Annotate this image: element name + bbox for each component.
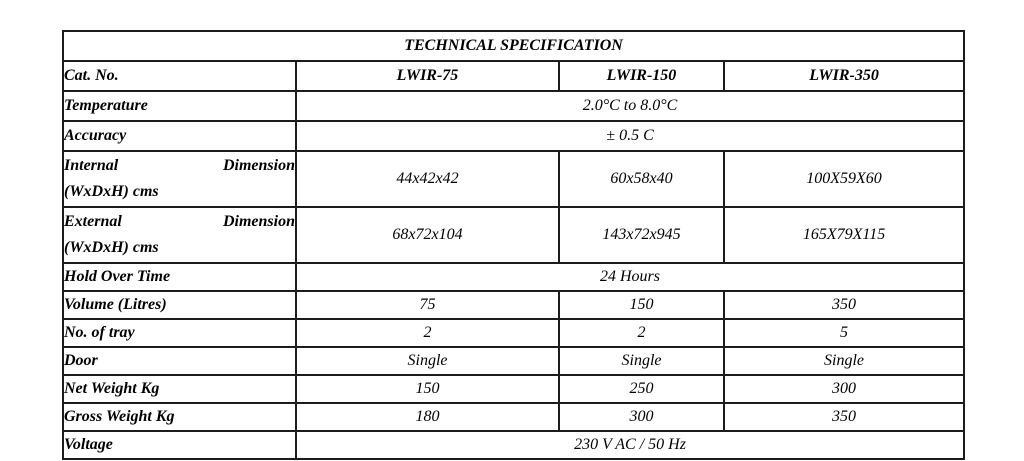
cell-hold-over-time-value: 24 Hours — [294, 262, 966, 292]
row-label-accuracy: Accuracy — [62, 120, 297, 152]
cell-volume-lwir-75: 75 — [295, 290, 560, 320]
cell-trays-lwir-75: 2 — [295, 318, 560, 348]
cell-external-dimension-lwir-75: 68x72x104 — [295, 206, 560, 264]
external-dimension-label-line2: (WxDxH) cms — [64, 239, 159, 256]
cell-internal-dimension-lwir-150: 60x58x40 — [558, 150, 725, 208]
table-row-accuracy: Accuracy ± 0.5 C — [62, 120, 966, 152]
cell-net-weight-lwir-75: 150 — [295, 374, 560, 404]
header-label-cat-no: Cat. No. — [62, 60, 297, 92]
cell-net-weight-lwir-350: 300 — [722, 374, 966, 404]
cell-accuracy-value: ± 0.5 C — [294, 120, 966, 152]
cell-internal-dimension-lwir-75: 44x42x42 — [295, 150, 560, 208]
table-row-internal-dimension: Internal Dimension (WxDxH) cms 44x42x42 … — [62, 150, 966, 208]
cell-volume-lwir-150: 150 — [558, 290, 725, 320]
table-title: TECHNICAL SPECIFICATION — [61, 30, 966, 62]
table-row-trays: No. of tray 2 2 5 — [62, 318, 966, 348]
row-label-external-dimension: External Dimension (WxDxH) cms — [62, 206, 297, 264]
cell-voltage-value: 230 V AC / 50 Hz — [294, 430, 966, 460]
table-title-row: TECHNICAL SPECIFICATION — [61, 30, 966, 62]
table-header-row: Cat. No. LWIR-75 LWIR-150 LWIR-350 — [62, 60, 966, 92]
table-row-door: Door Single Single Single — [62, 346, 966, 376]
technical-specification-table: TECHNICAL SPECIFICATION Cat. No. LWIR-75… — [61, 30, 966, 460]
table-row-external-dimension: External Dimension (WxDxH) cms 68x72x104… — [62, 206, 966, 264]
row-label-gross-weight: Gross Weight Kg — [62, 402, 297, 432]
table-row-voltage: Voltage 230 V AC / 50 Hz — [62, 430, 966, 460]
row-label-trays: No. of tray — [62, 318, 297, 348]
cell-gross-weight-lwir-150: 300 — [558, 402, 725, 432]
cell-external-dimension-lwir-150: 143x72x945 — [558, 206, 725, 264]
cell-gross-weight-lwir-350: 350 — [722, 402, 966, 432]
table-row-hold-over-time: Hold Over Time 24 Hours — [62, 262, 966, 292]
external-dimension-word1: External — [64, 213, 122, 230]
external-dimension-word2: Dimension — [222, 213, 295, 230]
table-row-volume: Volume (Litres) 75 150 350 — [62, 290, 966, 320]
cell-trays-lwir-350: 5 — [722, 318, 966, 348]
cell-external-dimension-lwir-350: 165X79X115 — [722, 206, 966, 264]
row-label-door: Door — [62, 346, 297, 376]
header-model-lwir-75: LWIR-75 — [295, 60, 560, 92]
cell-door-lwir-350: Single — [722, 346, 966, 376]
row-label-internal-dimension: Internal Dimension (WxDxH) cms — [62, 150, 297, 208]
row-label-hold-over-time: Hold Over Time — [62, 262, 297, 292]
row-label-voltage: Voltage — [62, 430, 297, 460]
cell-door-lwir-150: Single — [558, 346, 725, 376]
cell-gross-weight-lwir-75: 180 — [295, 402, 560, 432]
row-label-temperature: Temperature — [62, 90, 297, 122]
row-label-net-weight: Net Weight Kg — [62, 374, 297, 404]
cell-net-weight-lwir-150: 250 — [558, 374, 725, 404]
cell-volume-lwir-350: 350 — [722, 290, 966, 320]
row-label-volume: Volume (Litres) — [62, 290, 297, 320]
table-row-net-weight: Net Weight Kg 150 250 300 — [62, 374, 966, 404]
internal-dimension-word1: Internal — [64, 157, 119, 174]
cell-trays-lwir-150: 2 — [558, 318, 725, 348]
table-row-gross-weight: Gross Weight Kg 180 300 350 — [62, 402, 966, 432]
internal-dimension-label-line2: (WxDxH) cms — [64, 183, 159, 200]
cell-temperature-value: 2.0°C to 8.0°C — [294, 90, 966, 122]
cell-internal-dimension-lwir-350: 100X59X60 — [722, 150, 966, 208]
header-model-lwir-150: LWIR-150 — [558, 60, 725, 92]
external-dimension-label-line1: External Dimension — [64, 209, 295, 235]
table-row-temperature: Temperature 2.0°C to 8.0°C — [62, 90, 966, 122]
internal-dimension-label-line1: Internal Dimension — [64, 153, 295, 179]
internal-dimension-word2: Dimension — [222, 157, 295, 174]
cell-door-lwir-75: Single — [295, 346, 560, 376]
header-model-lwir-350: LWIR-350 — [722, 60, 966, 92]
